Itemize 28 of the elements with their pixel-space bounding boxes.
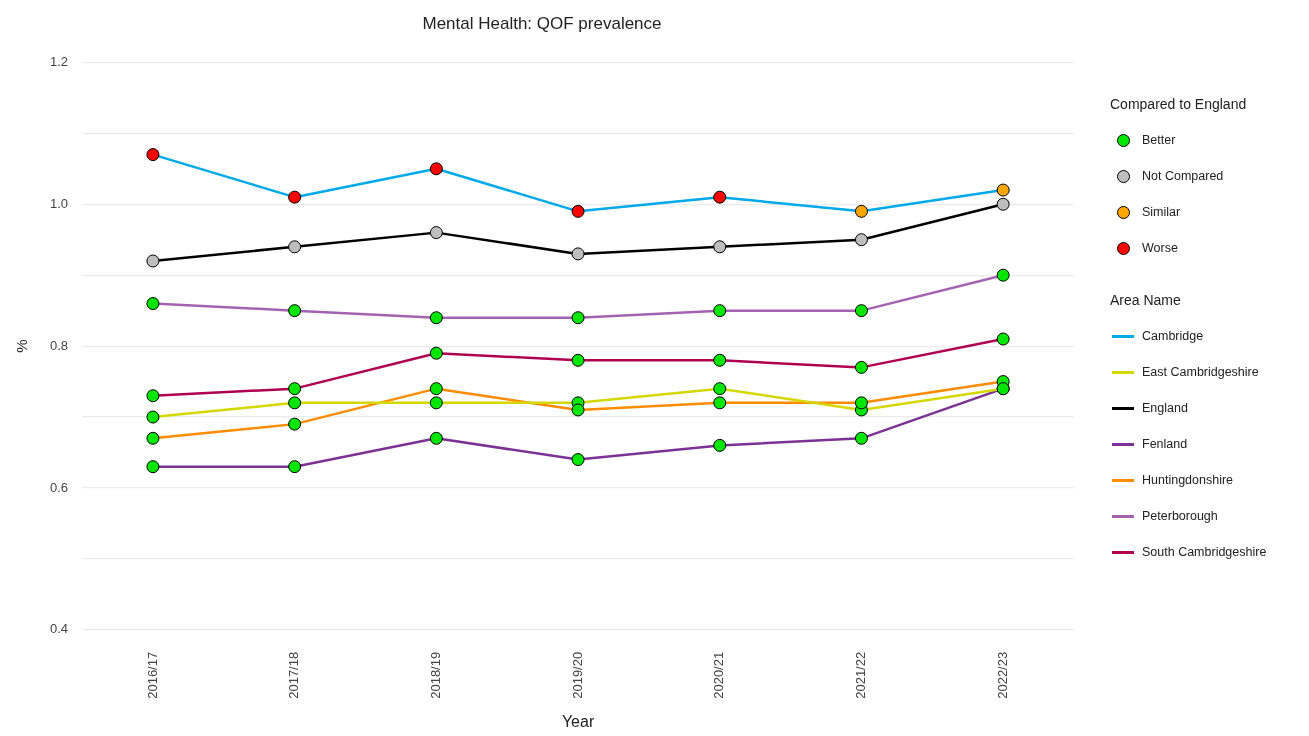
y-tick-label: 0.8 xyxy=(49,337,69,353)
y-tick-label: 0.4 xyxy=(49,621,69,637)
legend-label: South Cambridgeshire xyxy=(1142,545,1267,559)
x-tick-label: 2021/22 xyxy=(853,651,869,699)
legend-label: Fenland xyxy=(1142,437,1188,451)
y-axis-title: % xyxy=(13,339,31,353)
x-tick-label: 2016/17 xyxy=(144,651,160,699)
legend-label: Cambridge xyxy=(1142,329,1204,343)
x-tick-label: 2017/18 xyxy=(286,651,302,699)
y-tick-label: 0.6 xyxy=(49,479,69,495)
y-tick-label: 1.2 xyxy=(49,53,69,69)
legend-label: Not Compared xyxy=(1142,169,1224,183)
legend-label: Huntingdonshire xyxy=(1142,473,1234,487)
x-tick-label: 2019/20 xyxy=(569,651,585,699)
legend-label: Peterborough xyxy=(1142,509,1218,523)
x-tick-label: 2020/21 xyxy=(711,651,727,699)
chart-title: Mental Health: QOF prevalence xyxy=(422,13,662,33)
legend-label: East Cambridgeshire xyxy=(1142,365,1259,379)
x-axis-title: Year xyxy=(561,712,595,730)
text: Compared to England xyxy=(1110,96,1247,112)
legend-label: Better xyxy=(1142,133,1176,147)
x-tick-label: 2018/19 xyxy=(427,651,443,699)
legend-label: Similar xyxy=(1142,205,1181,219)
legend-label: England xyxy=(1142,401,1188,415)
x-tick-label: 2022/23 xyxy=(994,651,1010,699)
legend-label: Worse xyxy=(1142,241,1178,255)
y-tick-label: 1.0 xyxy=(49,195,69,211)
text: Area Name xyxy=(1110,292,1181,308)
